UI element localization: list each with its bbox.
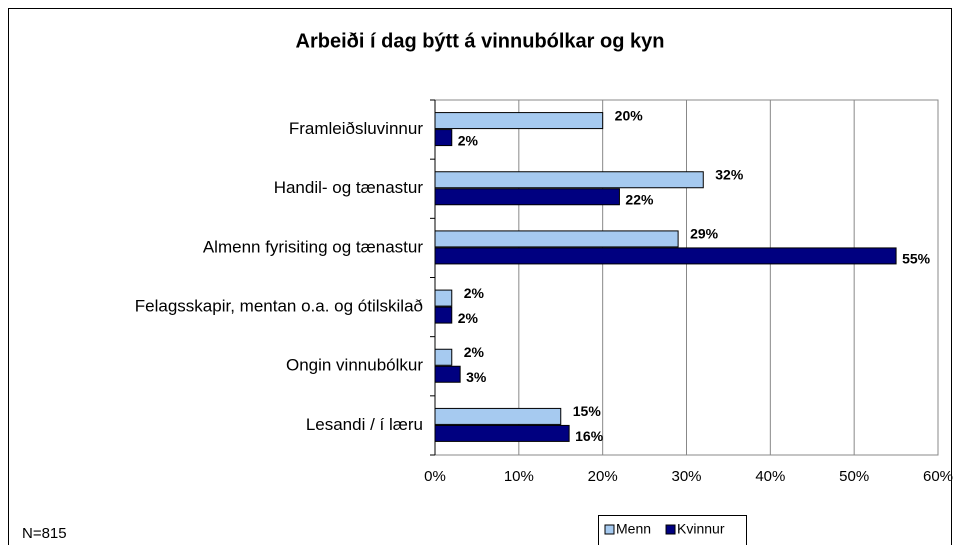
- x-tick-label: 30%: [671, 468, 701, 485]
- value-label: 2%: [464, 285, 485, 301]
- chart-title: Arbeiði í dag býtt á vinnubólkar og kyn: [296, 30, 665, 52]
- legend: Menn Kvinnur: [598, 515, 747, 545]
- value-label: 32%: [715, 166, 744, 182]
- y-tick-label: Lesandi / í læru: [306, 415, 423, 434]
- bar: [434, 188, 620, 206]
- bar: [434, 306, 453, 324]
- y-tick-label: Almenn fyrisiting og tænastur: [203, 237, 423, 256]
- bar: [434, 112, 604, 130]
- chart-border: [8, 8, 952, 545]
- bar: [434, 129, 453, 147]
- x-tick-label: 10%: [504, 468, 534, 485]
- x-tick-label: 0%: [424, 468, 446, 485]
- y-tick-label: Framleiðsluvinnur: [289, 119, 423, 138]
- bar: [434, 247, 897, 265]
- value-label: 16%: [575, 428, 604, 444]
- bar: [434, 365, 461, 383]
- legend-label: Menn: [616, 521, 651, 537]
- value-label: 15%: [573, 403, 602, 419]
- x-tick-label: 20%: [588, 468, 618, 485]
- value-label: 22%: [625, 191, 654, 207]
- value-label: 20%: [615, 107, 644, 123]
- bar: [434, 424, 570, 442]
- y-tick-label: Felagsskapir, mentan o.a. og ótilskilað: [135, 297, 423, 316]
- x-tick-label: 40%: [755, 468, 785, 485]
- bar: [434, 407, 562, 425]
- bar: [434, 171, 704, 189]
- legend-swatch: [665, 524, 676, 535]
- value-label: 55%: [902, 251, 931, 267]
- legend-swatch: [604, 524, 615, 535]
- note: N=815: [22, 525, 67, 542]
- bar: [434, 230, 679, 248]
- value-label: 2%: [458, 132, 479, 148]
- bar: [434, 348, 453, 366]
- value-label: 29%: [690, 226, 719, 242]
- bar: [434, 289, 453, 307]
- x-tick-label: 60%: [923, 468, 953, 485]
- x-tick-label: 50%: [839, 468, 869, 485]
- y-tick-label: Handil- og tænastur: [274, 178, 424, 197]
- value-label: 3%: [466, 369, 487, 385]
- y-tick-label: Ongin vinnubólkur: [286, 356, 423, 375]
- value-label: 2%: [464, 344, 485, 360]
- value-label: 2%: [458, 310, 479, 326]
- legend-label: Kvinnur: [677, 521, 725, 537]
